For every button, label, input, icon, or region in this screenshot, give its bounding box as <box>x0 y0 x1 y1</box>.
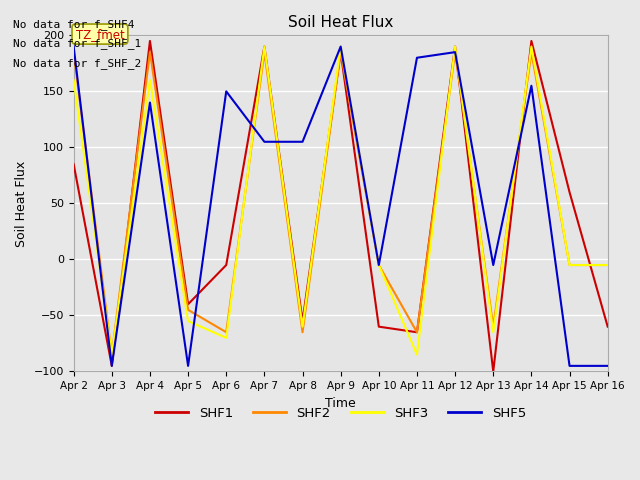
Text: No data for f_SHF_1: No data for f_SHF_1 <box>13 38 141 49</box>
Y-axis label: Soil Heat Flux: Soil Heat Flux <box>15 160 28 247</box>
Text: No data for f_SHF4: No data for f_SHF4 <box>13 19 134 30</box>
X-axis label: Time: Time <box>325 397 356 410</box>
Title: Soil Heat Flux: Soil Heat Flux <box>288 15 394 30</box>
Text: TZ_fmet: TZ_fmet <box>76 27 124 41</box>
Text: No data for f_SHF_2: No data for f_SHF_2 <box>13 58 141 69</box>
Legend: SHF1, SHF2, SHF3, SHF5: SHF1, SHF2, SHF3, SHF5 <box>150 402 531 425</box>
